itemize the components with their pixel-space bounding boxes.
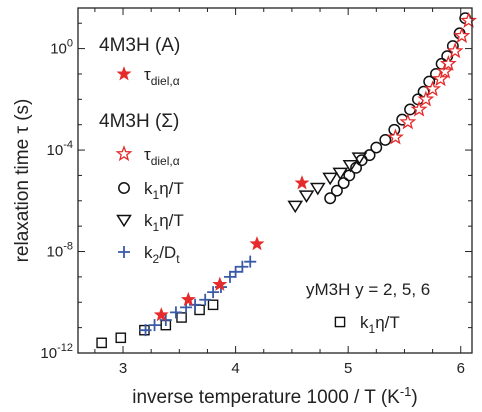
data-point-plus xyxy=(207,286,220,299)
legend: 4M3H (A) τdiel,α 4M3H (Σ) τdiel,α k1η/T k1η/T… xyxy=(99,35,430,336)
data-point-triangle-down xyxy=(322,172,339,186)
legend-marker-open-star xyxy=(115,145,133,162)
series-filled-star xyxy=(153,175,310,322)
data-point-plus xyxy=(169,306,182,319)
legend-label: k1η/T xyxy=(144,211,184,234)
data-point-open-star xyxy=(424,80,442,97)
data-point-plus xyxy=(139,324,152,337)
data-point-plus xyxy=(236,260,249,273)
data-point-plus xyxy=(148,319,161,332)
data-point-plus xyxy=(159,314,172,327)
legend-group: 4M3H (A) τdiel,α xyxy=(99,35,180,88)
data-point-filled-star xyxy=(212,276,228,291)
x-tick-label: 4 xyxy=(231,360,239,377)
legend-heading: yM3H y = 2, 5, 6 xyxy=(306,280,430,299)
legend-label: τdiel,α xyxy=(144,145,180,168)
series-open-star xyxy=(387,11,478,145)
data-point-open-star xyxy=(410,100,428,117)
data-point-circle xyxy=(379,133,392,146)
data-point-square xyxy=(207,299,219,311)
data-point-open-star xyxy=(446,42,464,59)
data-point-triangle-down xyxy=(287,200,304,214)
plot-frame xyxy=(77,7,473,354)
data-point-circle xyxy=(350,161,363,174)
axis-ticks xyxy=(78,8,472,354)
data-point-circle xyxy=(370,141,383,154)
legend-marker-plus xyxy=(118,246,130,258)
data-point-filled-star xyxy=(249,236,265,251)
series-plus xyxy=(139,255,257,337)
data-point-open-star xyxy=(387,128,404,145)
legend-group: 4M3H (Σ) τdiel,α k1η/T k1η/T k2/Dt xyxy=(99,111,184,266)
y-tick-label: 10-8 xyxy=(47,241,73,261)
data-point-square xyxy=(96,337,107,349)
data-point-open-star xyxy=(399,113,417,130)
data-point-square xyxy=(115,332,127,344)
data-point-open-star xyxy=(432,70,449,87)
data-point-square xyxy=(176,312,187,323)
data-point-filled-star xyxy=(294,175,310,190)
data-point-circle xyxy=(343,169,356,182)
legend-marker-triangle-down xyxy=(116,214,132,228)
data-point-circle xyxy=(363,149,376,162)
x-tick-label: 3 xyxy=(119,360,127,377)
data-point-circle xyxy=(337,177,350,189)
legend-group: yM3H y = 2, 5, 6 k1η/T xyxy=(306,280,430,336)
y-tick-label: 100 xyxy=(50,38,73,58)
legend-marker-circle xyxy=(118,182,130,194)
data-point-filled-star xyxy=(153,307,169,322)
data-point-open-star xyxy=(417,90,435,107)
data-markers xyxy=(96,11,478,349)
data-point-open-star xyxy=(460,11,478,28)
data-point-plus xyxy=(199,293,212,306)
x-tick-label: 5 xyxy=(344,360,352,377)
legend-marker-filled-star xyxy=(116,66,132,81)
legend-label: k1η/T xyxy=(360,313,400,336)
data-point-filled-star xyxy=(180,291,196,307)
legend-label: τdiel,α xyxy=(144,65,180,88)
data-point-circle xyxy=(330,184,343,197)
data-point-open-star xyxy=(439,54,457,71)
legend-label: k1η/T xyxy=(144,179,184,202)
data-point-circle xyxy=(324,192,337,205)
data-point-circle xyxy=(404,103,417,116)
data-point-plus xyxy=(244,255,257,268)
x-tick-label: 6 xyxy=(457,360,465,377)
y-tick-label: 10-4 xyxy=(47,139,73,159)
legend-marker-square xyxy=(334,316,346,328)
data-point-plus xyxy=(229,265,242,278)
series-square xyxy=(96,299,219,349)
x-axis-label: inverse temperature 1000 / T (K-1) xyxy=(132,384,417,409)
data-point-square xyxy=(194,304,205,316)
data-point-open-star xyxy=(453,27,471,44)
legend-label: k2/Dt xyxy=(144,243,180,266)
data-point-triangle-down xyxy=(332,167,349,181)
data-point-open-star xyxy=(436,62,454,79)
series-circle xyxy=(324,12,472,205)
y-tick-label: 10-12 xyxy=(40,342,73,362)
data-point-triangle-down xyxy=(298,190,315,203)
data-point-triangle-down xyxy=(309,182,326,196)
data-point-plus xyxy=(223,270,236,283)
tick-labels: 3 4 5 6 10-12 10-8 10-4 100 xyxy=(40,38,465,377)
y-axis-label: relaxation time τ (s) xyxy=(12,99,33,263)
legend-heading: 4M3H (Σ) xyxy=(99,111,179,132)
data-point-triangle-down xyxy=(342,159,359,173)
legend-heading: 4M3H (A) xyxy=(99,35,180,56)
